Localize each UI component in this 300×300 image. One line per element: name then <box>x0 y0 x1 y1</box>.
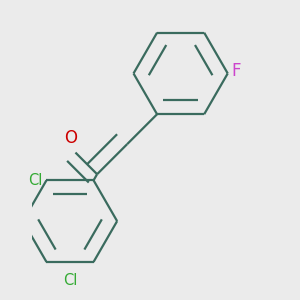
Text: O: O <box>64 129 77 147</box>
Text: Cl: Cl <box>28 173 43 188</box>
Text: F: F <box>231 62 241 80</box>
Text: Cl: Cl <box>63 273 77 288</box>
